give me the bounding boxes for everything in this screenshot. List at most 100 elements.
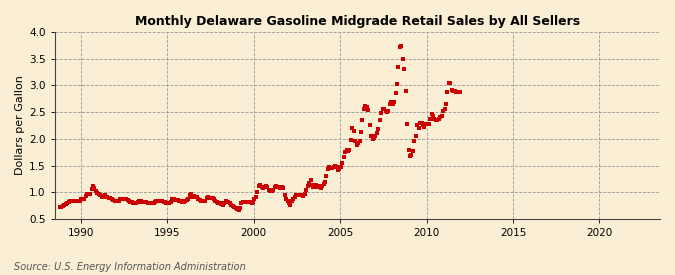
Point <box>377 107 388 112</box>
Point <box>351 143 362 147</box>
Point <box>442 90 453 95</box>
Point <box>337 161 348 165</box>
Point <box>157 199 167 204</box>
Point <box>419 125 430 129</box>
Point <box>398 56 408 61</box>
Point <box>386 100 397 105</box>
Point <box>236 201 247 206</box>
Point <box>115 197 126 201</box>
Point <box>153 199 163 203</box>
Point <box>226 202 237 207</box>
Point <box>410 133 421 138</box>
Point <box>357 118 368 122</box>
Point <box>205 196 215 200</box>
Point <box>161 201 172 205</box>
Point <box>318 182 329 186</box>
Point <box>272 185 283 189</box>
Point <box>263 187 274 192</box>
Point <box>364 123 375 128</box>
Point <box>90 189 101 193</box>
Point <box>409 139 420 143</box>
Point <box>69 199 80 203</box>
Point <box>63 200 74 204</box>
Point <box>169 197 180 202</box>
Point <box>215 201 225 206</box>
Point <box>271 184 281 188</box>
Point <box>174 199 185 203</box>
Point <box>302 184 313 189</box>
Point <box>128 201 139 205</box>
Point <box>230 206 241 210</box>
Point <box>301 188 312 192</box>
Point <box>109 199 120 204</box>
Point <box>422 122 433 127</box>
Point <box>438 109 449 113</box>
Point <box>97 195 107 199</box>
Point <box>354 139 365 143</box>
Point <box>56 205 67 209</box>
Point <box>198 199 209 204</box>
Point <box>136 200 147 204</box>
Point <box>371 131 382 136</box>
Point <box>150 200 161 204</box>
Point <box>298 194 308 198</box>
Point <box>450 89 460 93</box>
Point <box>121 196 132 201</box>
Point <box>163 201 173 205</box>
Point <box>370 133 381 138</box>
Point <box>60 202 71 206</box>
Point <box>168 196 179 201</box>
Point <box>262 185 273 189</box>
Point <box>433 117 444 121</box>
Point <box>98 194 109 198</box>
Point <box>89 186 100 190</box>
Point <box>188 194 199 198</box>
Point <box>164 201 175 205</box>
Point <box>276 185 287 190</box>
Point <box>258 186 269 190</box>
Point <box>443 81 454 85</box>
Point <box>80 194 91 198</box>
Point <box>268 188 279 192</box>
Point <box>346 138 356 143</box>
Point <box>76 197 87 201</box>
Point <box>167 197 178 201</box>
Point <box>252 189 263 194</box>
Point <box>281 197 292 201</box>
Point <box>313 184 323 188</box>
Point <box>191 195 202 199</box>
Point <box>296 193 307 198</box>
Point <box>142 201 153 205</box>
Point <box>145 201 156 206</box>
Point <box>428 114 439 119</box>
Point <box>324 164 335 169</box>
Point <box>173 198 184 202</box>
Point <box>381 110 392 114</box>
Point <box>59 202 70 207</box>
Point <box>446 87 457 92</box>
Point <box>176 199 186 204</box>
Point <box>55 205 65 209</box>
Point <box>366 134 377 138</box>
Point <box>239 200 250 204</box>
Point <box>452 90 463 94</box>
Point <box>144 201 155 206</box>
Point <box>130 201 140 205</box>
Point <box>243 200 254 204</box>
Point <box>248 200 259 204</box>
Point <box>196 199 207 203</box>
Point <box>300 192 310 196</box>
Point <box>190 194 200 199</box>
Text: Source: U.S. Energy Information Administration: Source: U.S. Energy Information Administ… <box>14 262 245 272</box>
Point <box>418 123 429 128</box>
Point <box>79 197 90 201</box>
Point <box>414 120 425 125</box>
Point <box>347 126 358 130</box>
Point <box>187 194 198 199</box>
Point <box>348 129 359 133</box>
Point <box>113 199 124 204</box>
Point <box>197 199 208 203</box>
Point <box>278 186 289 190</box>
Title: Monthly Delaware Gasoline Midgrade Retail Sales by All Sellers: Monthly Delaware Gasoline Midgrade Retai… <box>135 15 580 28</box>
Point <box>108 198 119 202</box>
